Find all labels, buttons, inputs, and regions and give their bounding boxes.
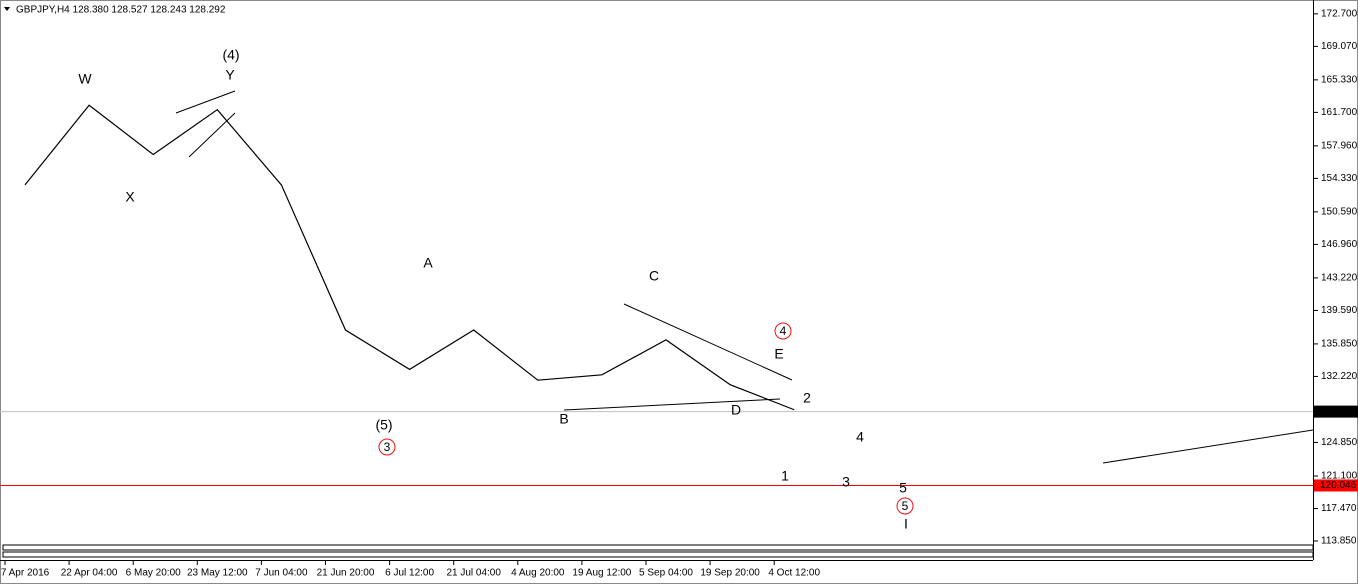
scroll-bar [2,551,1314,558]
y-tick-label: 135.850 [1321,339,1358,350]
price-label-bg [1314,405,1358,418]
wave-label: 4 [856,429,864,445]
price-line [24,104,795,411]
wave-label: (5) [375,417,392,433]
wave-label: (4) [222,47,239,63]
x-tick-label: 7 Jun 04:00 [255,568,308,579]
trendline [563,398,781,411]
x-tick-label: 22 Apr 04:00 [61,568,118,579]
x-tick-label: 4 Oct 12:00 [768,568,820,579]
x-tick-label: 19 Sep 20:00 [700,568,760,579]
price-label-bg [1314,479,1358,492]
x-tick-label: 7 Apr 2016 [1,568,50,579]
price-label: 128.292 [1320,406,1357,417]
wave-label: X [125,189,135,205]
y-tick-label: 165.330 [1321,75,1358,86]
x-tick-label: 4 Aug 20:00 [511,568,565,579]
trendline [188,112,236,158]
x-tick-label: 23 May 12:00 [187,568,248,579]
chart-title: GBPJPY,H4 128.380 128.527 128.243 128.29… [16,5,226,16]
menu-arrow[interactable] [4,7,10,11]
trendlines [175,90,1314,464]
x-tick-label: 21 Jun 20:00 [317,568,375,579]
trendline [623,303,793,381]
y-tick-label: 157.960 [1321,141,1358,152]
wave-label: W [78,71,92,87]
scroll-bar [2,544,1314,551]
y-tick-label: 124.850 [1321,437,1358,448]
y-tick-label: 121.100 [1321,471,1358,482]
y-tick-label: 132.220 [1321,371,1358,382]
wave-label: 5 [899,480,907,496]
wave-label: 3 [842,474,850,490]
y-tick-label: 117.470 [1321,503,1357,514]
wave-label: 4 [780,324,787,338]
x-tick-label: 5 Sep 04:00 [639,568,693,579]
wave-label: 2 [803,390,811,406]
wave-label: Y [225,67,235,83]
wave-circle [896,497,914,515]
wave-label: E [774,346,783,362]
y-tick-label: 169.070 [1321,41,1358,52]
wave-label: D [731,402,741,418]
y-tick-label: 139.590 [1321,305,1358,316]
wave-label: 1 [781,468,789,484]
y-tick-label: 154.330 [1321,173,1358,184]
x-tick-label: 6 May 20:00 [126,568,181,579]
x-tick-label: 19 Aug 12:00 [572,568,631,579]
wave-label: 3 [384,440,391,454]
wave-label: 5 [902,499,909,513]
y-tick-label: 150.590 [1321,207,1358,218]
price-label: 120.046 [1320,480,1357,491]
trendline [175,90,236,114]
trendline [1102,429,1314,464]
x-tick-label: 21 Jul 04:00 [446,568,501,579]
x-tick-label: 6 Jul 12:00 [385,568,434,579]
wave-label: A [423,255,433,271]
y-tick-label: 146.960 [1321,239,1358,250]
wave-circle [774,322,792,340]
wave-circle [378,438,396,456]
wave-label: B [559,411,568,427]
wave-label: I [904,516,908,532]
y-tick-label: 161.700 [1321,107,1358,118]
y-tick-label: 172.700 [1321,8,1358,19]
y-tick-label: 143.220 [1321,273,1358,284]
y-tick-label: 113.850 [1321,536,1357,547]
wave-label: C [649,268,659,284]
